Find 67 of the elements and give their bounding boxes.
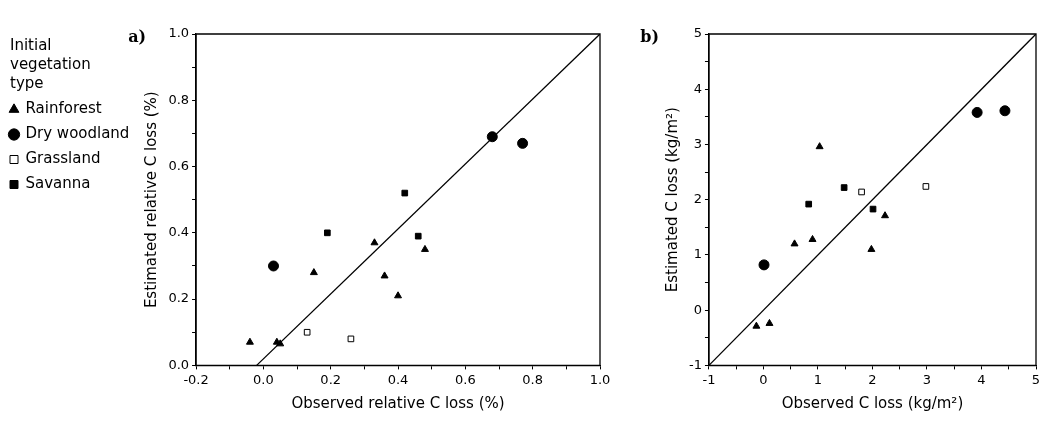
point [815, 142, 824, 150]
point [303, 328, 311, 336]
chart-title: a) [128, 27, 147, 47]
point [267, 260, 279, 272]
point [869, 205, 877, 213]
point [324, 229, 331, 237]
point [421, 244, 429, 252]
point [370, 238, 379, 246]
point [765, 318, 774, 326]
point [245, 337, 254, 345]
point [347, 335, 355, 343]
x-tick-label: -0.2 [183, 371, 209, 387]
x-tick-label: 0.2 [320, 371, 342, 387]
point [517, 137, 529, 149]
point [922, 183, 930, 190]
y-tick-label: -1 [688, 356, 702, 372]
point [758, 259, 770, 271]
y-tick-label: 4 [693, 80, 702, 96]
x-axis-title: Observed C loss (kg/m²) [781, 393, 964, 412]
x-tick-label: 5 [1031, 371, 1041, 387]
x-tick-label: 0.8 [522, 371, 544, 387]
x-tick-label: 0 [759, 371, 768, 387]
y-tick-label: 0.8 [168, 91, 190, 107]
x-tick-label: 2 [868, 371, 877, 387]
point [394, 291, 402, 299]
x-axis-title: Observed relative C loss (%) [291, 393, 505, 412]
point [999, 105, 1011, 117]
y-tick-label: 3 [693, 135, 702, 151]
legend-label: Savanna [25, 174, 91, 193]
point [840, 184, 848, 191]
point [752, 321, 761, 329]
x-tick-label: 1.0 [589, 371, 611, 387]
point [276, 339, 285, 347]
y-axis-title: Estimated C loss (kg/m²) [662, 107, 681, 293]
y-axis-title: Estimated relative C loss (%) [142, 91, 161, 309]
point [790, 239, 799, 247]
legend-label: Grassland [25, 149, 101, 168]
point [971, 106, 983, 118]
y-tick-label: 1 [693, 246, 702, 262]
x-tick-label: 0.6 [455, 371, 476, 387]
point [858, 188, 865, 196]
y-tick-label: 2 [693, 191, 702, 207]
x-tick-label: 0.4 [387, 371, 409, 387]
point [486, 131, 498, 143]
legend-label: Dry woodland [25, 124, 130, 143]
y-tick-label: 0.2 [168, 290, 190, 306]
x-tick-label: 3 [922, 371, 932, 387]
x-tick-label: 0.0 [253, 371, 274, 387]
chart-title: b) [640, 27, 659, 47]
x-tick-label: 4 [977, 371, 986, 387]
point [401, 189, 409, 197]
y-tick-label: 0.4 [168, 224, 190, 240]
point [309, 268, 318, 276]
y-tick-label: 0 [693, 301, 702, 317]
y-tick-label: 5 [693, 25, 702, 41]
point [867, 244, 876, 252]
x-tick-label: 1 [813, 371, 823, 387]
point [808, 234, 817, 242]
y-tick-label: 0.0 [168, 356, 190, 372]
point [414, 232, 422, 240]
legend-label: Rainforest [25, 99, 102, 118]
point [881, 211, 889, 219]
point [380, 271, 389, 279]
legend-title: Initial vegetation type [10, 36, 92, 93]
y-tick-label: 1.0 [168, 25, 190, 41]
y-tick-label: 0.6 [168, 157, 190, 173]
point [805, 200, 813, 208]
